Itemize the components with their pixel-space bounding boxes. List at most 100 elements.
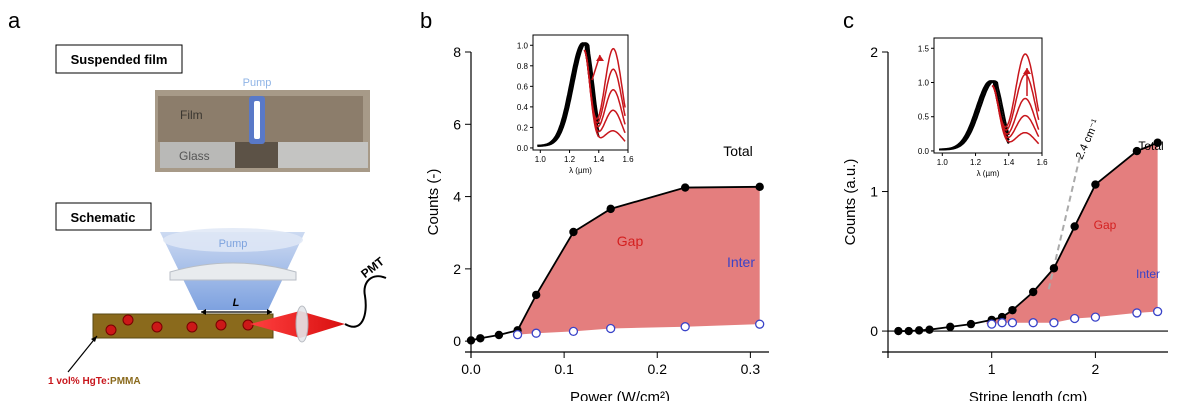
inset-y-tick-label: 0.4 (517, 103, 529, 112)
suspended-film-title: Suspended film (71, 52, 168, 67)
y-axis-label: Counts (-) (425, 169, 442, 236)
qd-dot (105, 324, 117, 336)
total-point (925, 325, 934, 334)
total-point (1091, 180, 1100, 189)
y-tick-label: 0 (453, 333, 461, 349)
total-point (1070, 222, 1079, 231)
inset-y-tick-label: 0.6 (517, 82, 529, 91)
panel-b: b 0.0 0.1 0.2 0.3 0 2 4 6 8 Power (W/cm²) Counts (… (420, 8, 769, 401)
inter-point (1132, 308, 1142, 318)
inset: 1.0 1.2 1.4 1.6 0.0 0.2 0.4 0.6 0.8 1.0 λ (µm) (517, 34, 634, 175)
series-label-total: Total (723, 143, 753, 159)
y-tick-label: 1 (870, 184, 878, 200)
x-tick-label: 0.0 (461, 361, 481, 377)
series-label-inter: Inter (727, 254, 755, 270)
material-prefix: 1 vol% HgTe: (48, 376, 110, 387)
qd-dot (242, 319, 254, 331)
photo-film-label: Film (180, 108, 203, 122)
chart-b: 0.0 0.1 0.2 0.3 0 2 4 6 8 Power (W/cm²) Counts (-)… (425, 34, 769, 401)
inter-point (568, 326, 579, 337)
inset-red-spectrum (583, 47, 626, 120)
inset-y-tick-label: 1.0 (517, 41, 529, 50)
qd-dot (215, 319, 227, 331)
inset-y-tick-label: 0.8 (517, 62, 529, 71)
total-point (680, 183, 690, 192)
schematic-box (55, 202, 152, 231)
total-point (531, 290, 541, 300)
region-label-gap: Gap (617, 233, 644, 249)
inset-x-tick-label: 1.0 (535, 155, 547, 164)
glass-right (278, 142, 368, 168)
inset-arrowhead (596, 55, 604, 61)
inset-x-tick-label: 1.2 (970, 158, 982, 167)
pump-label: Pump (219, 238, 248, 250)
total-point (1153, 138, 1162, 147)
x-axis-label: Power (W/cm²) (570, 389, 670, 401)
y-tick-label: 4 (453, 189, 461, 205)
qd-dot (151, 321, 163, 333)
photo-pump-label: Pump (243, 77, 272, 89)
glass-left (160, 142, 235, 168)
series-label-inter: Inter (1136, 267, 1160, 281)
total-point (1049, 264, 1059, 273)
series-label-total: Total (1138, 139, 1163, 153)
total-point (755, 182, 764, 192)
inset-y-tick-label: 1.5 (918, 44, 930, 53)
total-point (606, 204, 615, 214)
inset-y-tick-label: 1.0 (918, 78, 930, 87)
inter-point (1090, 312, 1101, 322)
inter-point (512, 330, 523, 340)
gap-region (235, 142, 278, 168)
inset-x-tick-label: 1.6 (622, 155, 634, 164)
total-point (476, 334, 485, 343)
inter-point (987, 319, 997, 329)
material-label: 1 vol% HgTe:PMMA (48, 376, 141, 387)
y-tick-label: 8 (453, 44, 461, 60)
inset-x-label: λ (µm) (977, 169, 1000, 178)
inter-point (1070, 313, 1080, 324)
inter-point (1028, 318, 1038, 328)
schematic-title: Schematic (70, 210, 135, 225)
inset-red-spectrum (991, 53, 1040, 128)
inter-point (1152, 306, 1163, 317)
material-pointer-head (91, 336, 97, 342)
film-photo: Film Glass Pump (155, 77, 370, 172)
inter-point (1049, 318, 1059, 328)
x-tick-label: 1 (988, 361, 996, 377)
inset-y-tick-label: 0.0 (918, 147, 930, 156)
total-point (1132, 146, 1142, 156)
inset-x-tick-label: 1.4 (1003, 158, 1015, 167)
inset: 1.0 1.2 1.4 1.6 0.0 0.5 1.0 1.5 λ (µm) (918, 37, 1048, 178)
x-tick-label: 2 (1092, 361, 1100, 377)
inset-frame (933, 37, 1043, 154)
photo-glass-label: Glass (179, 149, 210, 163)
inset-y-tick-label: 0.0 (517, 144, 529, 153)
total-point (1028, 287, 1038, 297)
y-tick-label: 2 (453, 261, 461, 277)
total-point (1008, 305, 1017, 315)
x-tick-label: 0.1 (554, 361, 574, 377)
inter-point (997, 318, 1007, 328)
total-point (494, 330, 504, 340)
panel-letter-c: c (843, 8, 854, 33)
collection-lens (295, 305, 309, 343)
x-tick-label: 0.2 (648, 361, 668, 377)
inset-arrowhead (1023, 68, 1031, 74)
fit-annotation: 2.4 cm⁻¹ (1074, 117, 1102, 161)
inter-point (606, 323, 616, 334)
inter-point (755, 319, 765, 329)
total-point (966, 319, 976, 329)
inset-x-label: λ (µm) (569, 166, 592, 175)
total-point (904, 326, 913, 336)
total-point (466, 336, 476, 345)
region-label-gap: Gap (1094, 218, 1117, 232)
panel-c: c 1 2 0 1 2 Stripe length (cm) Counts (a.u.) 2.… (842, 8, 1168, 401)
inter-point (1007, 318, 1018, 328)
inset-x-tick-label: 1.2 (564, 155, 576, 164)
y-tick-label: 2 (870, 44, 878, 60)
qd-dot (122, 314, 134, 326)
total-point (946, 322, 955, 332)
x-axis-label: Stripe length (cm) (969, 389, 1087, 401)
total-point (569, 227, 578, 237)
